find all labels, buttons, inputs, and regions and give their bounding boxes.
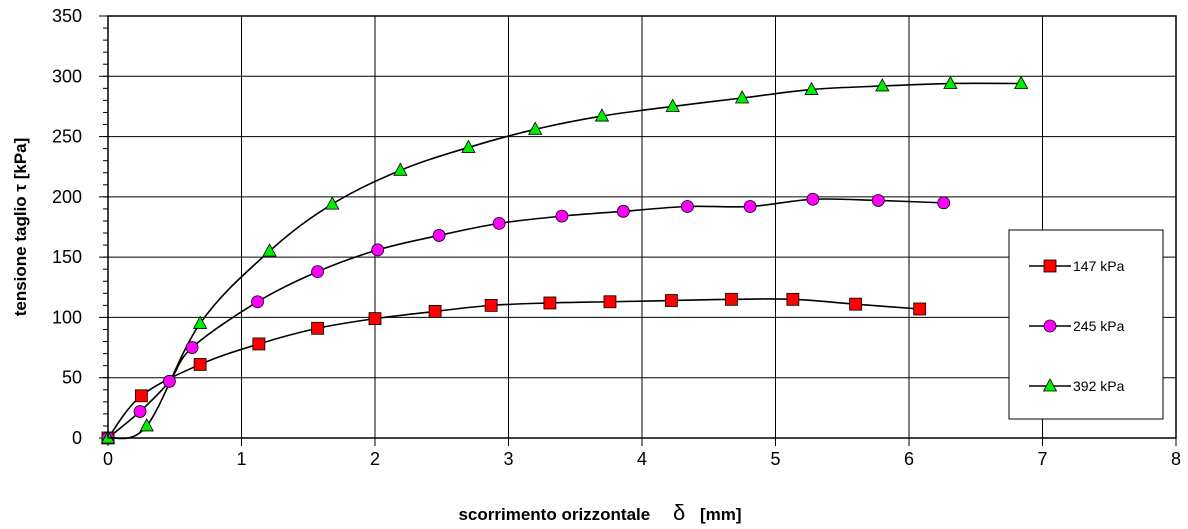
y-tick-label: 0 — [72, 428, 82, 448]
legend: 147 kPa 245 kPa 392 kPa — [1008, 229, 1164, 420]
y-tick-label: 50 — [62, 368, 82, 388]
x-tick-label: 1 — [236, 449, 246, 469]
x-tick-label: 6 — [904, 449, 914, 469]
data-point-circle — [163, 374, 176, 388]
legend-box — [1008, 229, 1164, 420]
y-tick-label: 150 — [52, 247, 82, 267]
data-point-triangle — [393, 162, 408, 176]
legend-label: 147 kPa — [1073, 258, 1125, 274]
data-point-square — [368, 312, 382, 326]
data-point-circle — [680, 200, 694, 213]
data-point-circle — [806, 192, 820, 206]
x-axis-label: scorrimento orizzontale — [458, 505, 650, 524]
data-point-triangle — [528, 121, 543, 135]
series-line-1 — [107, 198, 944, 439]
legend-marker — [1043, 259, 1057, 273]
data-point-square — [664, 294, 678, 307]
data-point-triangle — [1013, 75, 1029, 89]
legend-marker — [1043, 319, 1057, 333]
x-tick-label: 0 — [103, 449, 113, 469]
data-point-square — [134, 389, 148, 403]
x-tick-label: 4 — [637, 449, 647, 469]
data-point-triangle — [943, 75, 958, 89]
data-point-triangle — [262, 243, 277, 257]
grid — [99, 15, 1177, 446]
x-axis-unit: [mm] — [700, 505, 742, 524]
data-point-circle — [311, 265, 324, 279]
data-point-circle — [937, 196, 951, 210]
tick-labels: 0 1 2 3 4 5 6 7 8 0 50 100 150 200 250 300 350 — [52, 6, 1181, 469]
data-point-triangle — [192, 315, 208, 329]
data-point-square — [543, 296, 557, 310]
data-point-triangle — [461, 139, 476, 153]
data-point-triangle — [875, 78, 890, 92]
legend-marker — [1042, 378, 1058, 392]
x-tick-label: 3 — [503, 449, 513, 469]
data-point-circle — [492, 216, 506, 230]
data-point-circle — [555, 209, 569, 223]
data-point-square — [193, 358, 207, 371]
data-point-square — [603, 295, 617, 309]
legend-label: 245 kPa — [1073, 318, 1125, 334]
data-point-circle — [371, 243, 385, 257]
data-point-square — [484, 298, 498, 312]
y-tick-label: 200 — [52, 187, 82, 207]
legend-label: 392 kPa — [1073, 378, 1125, 394]
data-point-square — [311, 321, 324, 335]
data-point-square — [786, 292, 800, 306]
y-tick-label: 350 — [52, 6, 82, 26]
data-point-square — [849, 297, 862, 311]
y-tick-label: 100 — [52, 307, 82, 327]
x-tick-label: 5 — [770, 449, 780, 469]
data-point-square — [725, 292, 738, 306]
x-tick-label: 8 — [1171, 449, 1181, 469]
data-point-square — [252, 337, 266, 351]
series-markers — [100, 75, 1029, 445]
y-tick-label: 300 — [52, 66, 82, 86]
data-point-triangle — [594, 108, 610, 122]
data-point-circle — [432, 229, 446, 242]
x-tick-label: 7 — [1037, 449, 1047, 469]
x-axis-title: scorrimento orizzontale δ [mm] — [458, 500, 741, 525]
data-point-circle — [616, 204, 630, 218]
data-point-triangle — [804, 81, 819, 95]
y-axis-title: tensione taglio τ [kPa] — [11, 138, 30, 317]
data-point-triangle — [665, 98, 680, 112]
data-point-square — [428, 304, 442, 318]
plot-frame — [107, 15, 1177, 439]
x-axis-symbol: δ — [673, 500, 685, 525]
data-point-circle — [871, 194, 885, 207]
data-point-triangle — [325, 196, 340, 210]
data-point-triangle — [734, 90, 750, 104]
data-point-square — [913, 302, 927, 316]
data-point-triangle — [139, 418, 154, 432]
data-point-circle — [743, 200, 757, 213]
data-point-circle — [251, 295, 264, 309]
data-point-circle — [133, 405, 147, 418]
y-tick-label: 250 — [52, 127, 82, 147]
x-tick-label: 2 — [370, 449, 380, 469]
data-point-circle — [185, 341, 199, 354]
